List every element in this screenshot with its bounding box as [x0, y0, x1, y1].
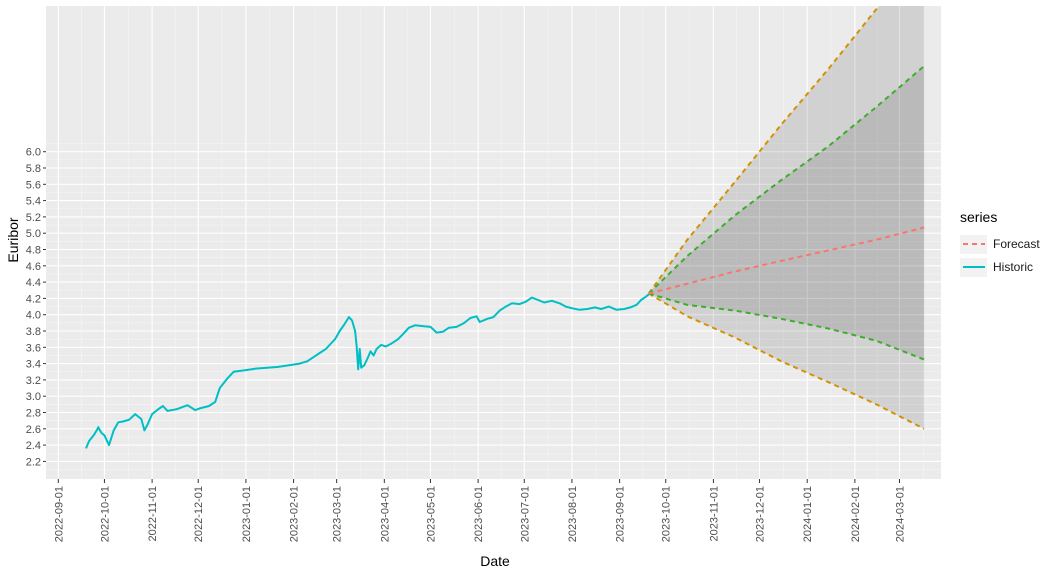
- series-upper-95: [647, 6, 881, 295]
- x-tick-label: 2023-12-01: [755, 486, 767, 542]
- y-tick-label: 3.2: [26, 375, 41, 387]
- y-tick-label: 3.8: [26, 326, 41, 338]
- x-tick-label: 2023-06-01: [473, 486, 485, 542]
- series-historic: [85, 293, 650, 449]
- y-tick-label: 2.8: [26, 408, 41, 420]
- x-tick-label: 2024-03-01: [894, 486, 906, 542]
- x-axis-title: Date: [480, 553, 510, 569]
- y-tick-label: 4.4: [26, 277, 41, 289]
- x-tick-label: 2023-07-01: [519, 486, 531, 542]
- y-tick-label: 5.4: [26, 196, 41, 208]
- band-80: [648, 66, 925, 360]
- x-tick-label: 2023-08-01: [567, 486, 579, 542]
- y-tick-label: 5.0: [26, 228, 41, 240]
- x-tick-label: 2023-09-01: [615, 486, 627, 542]
- x-tick-label: 2023-04-01: [379, 486, 391, 542]
- y-tick-label: 4.0: [26, 310, 41, 322]
- y-tick-label: 5.6: [26, 179, 41, 191]
- x-tick-label: 2022-10-01: [99, 486, 111, 542]
- y-tick-label: 2.2: [26, 456, 41, 468]
- y-tick-label: 4.2: [26, 293, 41, 305]
- y-tick-label: 2.4: [26, 440, 41, 452]
- x-tick-label: 2023-05-01: [425, 486, 437, 542]
- legend-title: series: [960, 209, 997, 225]
- x-tick-label: 2022-11-01: [147, 486, 159, 541]
- x-tick-label: 2024-01-01: [802, 486, 814, 542]
- x-tick-label: 2023-10-01: [661, 486, 673, 542]
- series-forecast: [648, 226, 925, 295]
- x-tick-label: 2022-09-01: [53, 486, 65, 542]
- y-tick-label: 6.0: [26, 147, 41, 159]
- y-tick-label: 4.8: [26, 245, 41, 257]
- y-tick-label: 4.6: [26, 261, 41, 273]
- y-tick-label: 2.6: [26, 424, 41, 436]
- series-lower-95: [648, 292, 925, 430]
- legend-label-historic: Historic: [993, 260, 1033, 274]
- x-tick-label: 2023-02-01: [289, 486, 301, 542]
- y-tick-label: 3.4: [26, 359, 41, 371]
- legend: series Forecast Historic: [960, 209, 1040, 277]
- x-tick-label: 2023-01-01: [241, 486, 253, 542]
- x-tick-label: 2022-12-01: [193, 486, 205, 542]
- series-lower-80: [648, 292, 925, 361]
- y-axis-title: Euribor: [5, 217, 21, 262]
- legend-label-forecast: Forecast: [993, 237, 1040, 251]
- band-95: [648, 6, 925, 429]
- y-tick-label: 5.2: [26, 212, 41, 224]
- x-tick-label: 2024-02-01: [850, 486, 862, 542]
- plot-panel: [46, 6, 941, 479]
- series-upper-80: [648, 65, 925, 295]
- y-tick-label: 3.0: [26, 391, 41, 403]
- x-tick-label: 2023-11-01: [708, 486, 720, 541]
- y-tick-label: 3.6: [26, 342, 41, 354]
- x-tick-label: 2023-03-01: [332, 486, 344, 542]
- y-tick-label: 5.8: [26, 163, 41, 175]
